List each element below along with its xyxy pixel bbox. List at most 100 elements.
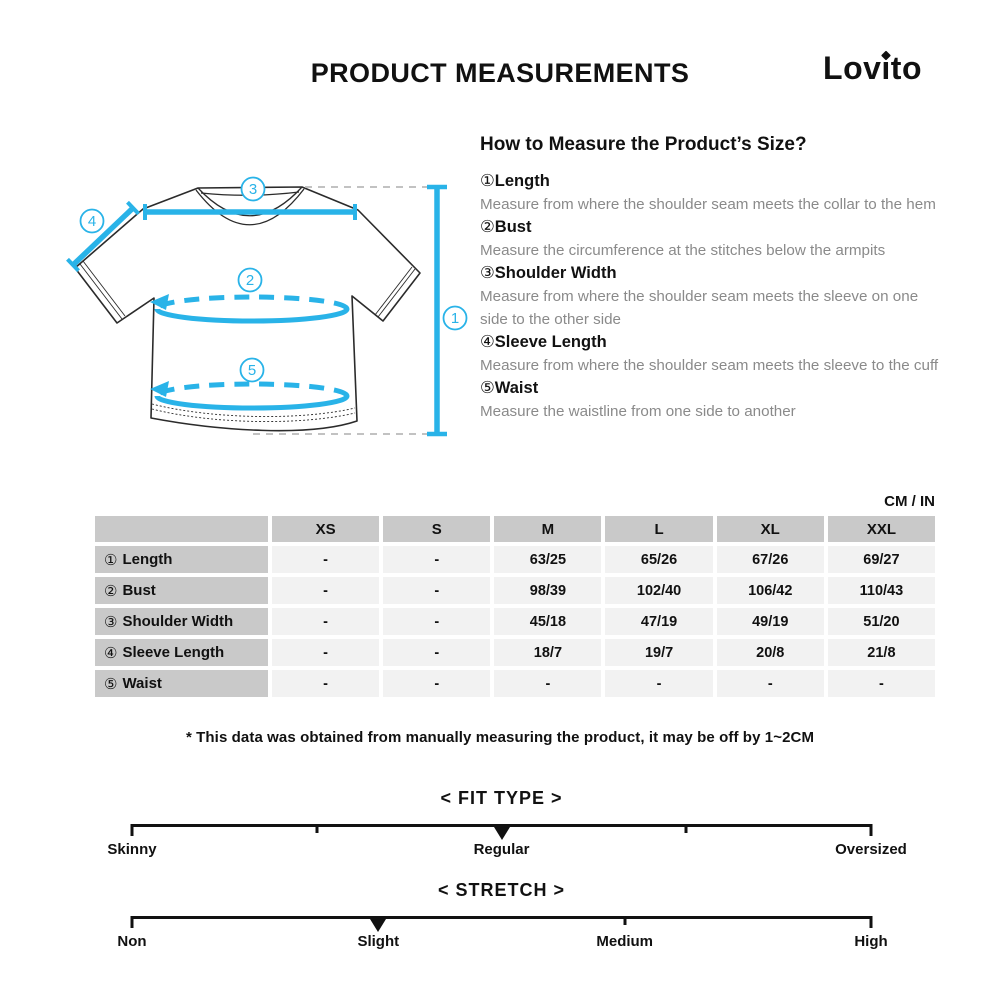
measure-item-desc: Measure the waistline from one side to a…	[480, 403, 796, 420]
circled-number: ④	[104, 644, 118, 662]
table-value-cell: -	[383, 608, 491, 635]
measure-item-heading: ⑤Waist	[480, 377, 940, 400]
scale-tick	[130, 916, 134, 928]
table-value-cell: 49/19	[716, 608, 824, 635]
table-row-label: ④ Sleeve Length	[95, 639, 268, 666]
table-value-cell: 67/26	[716, 546, 824, 573]
measurement-lines	[66, 184, 447, 437]
logo-text-prefix: Lov	[823, 50, 882, 86]
measure-item-desc: Measure from where the shoulder seam mee…	[480, 196, 936, 213]
scale-tick	[869, 824, 873, 836]
table-value-cell: 19/7	[605, 639, 713, 666]
measure-item-heading: ②Bust	[480, 216, 940, 239]
table-value-cell: 21/8	[827, 639, 935, 666]
scale-label-high: High	[854, 933, 888, 950]
unit-label: CM / IN	[884, 493, 935, 510]
table-size-header: L	[605, 516, 713, 542]
row-label-text: Shoulder Width	[122, 613, 234, 630]
bust-ellipse-dashed	[154, 294, 350, 310]
table-row-label: ③ Shoulder Width	[95, 608, 268, 635]
table-value-cell: -	[383, 639, 491, 666]
measure-item-desc: Measure the circumference at the stitche…	[480, 242, 886, 259]
measurement-arrows	[150, 294, 169, 397]
table-size-header: XS	[272, 516, 380, 542]
scale-title: < STRETCH >	[437, 880, 566, 900]
table-row-label: ② Bust	[95, 577, 268, 604]
fit-type-scale: < FIT TYPE > Skinny Regular Oversized	[107, 788, 906, 863]
tshirt-outline	[74, 186, 421, 432]
circled-number: ④	[480, 333, 495, 351]
scale-marker-triangle	[493, 827, 510, 840]
circled-number: ②	[104, 582, 118, 600]
scale-tick	[623, 916, 627, 925]
table-value-cell: -	[827, 670, 935, 697]
measure-item-heading: ③Shoulder Width	[480, 262, 940, 285]
guide-dashed-lines	[253, 186, 427, 435]
table-value-cell: -	[272, 608, 380, 635]
table-value-cell: 63/25	[494, 546, 602, 573]
scale-tick	[869, 916, 873, 928]
circled-number: ③	[104, 613, 118, 631]
row-label-text: Waist	[122, 675, 162, 692]
size-table: XS S M L XL XXL ① Length - -63/25 65/26 67/26 69/27 ②…	[95, 516, 935, 697]
logo-text-suffix: to	[890, 50, 922, 86]
row-label-text: Sleeve Length	[122, 644, 225, 661]
waist-arrow	[150, 381, 169, 397]
table-value-cell: 18/7	[494, 639, 602, 666]
logo-letter-i: ı	[881, 50, 892, 86]
bust-ellipse-solid	[154, 308, 350, 324]
table-value-cell: -	[383, 546, 491, 573]
table-value-cell: 20/8	[716, 639, 824, 666]
callout-5: 5	[248, 362, 256, 379]
measure-item-desc: Measure from where the shoulder seam mee…	[480, 357, 939, 374]
table-row-label: ① Length	[95, 546, 268, 573]
circled-number: ③	[480, 264, 495, 282]
measure-item-label: Length	[494, 172, 550, 190]
table-value-cell: 110/43	[827, 577, 935, 604]
table-value-cell: 102/40	[605, 577, 713, 604]
table-row-label: ⑤ Waist	[95, 670, 268, 697]
scale-label-medium: Medium	[596, 933, 654, 950]
measure-item-heading: ④Sleeve Length	[480, 331, 940, 354]
row-label-text: Length	[122, 551, 173, 568]
page-title: PRODUCT MEASUREMENTS	[310, 58, 690, 88]
circled-number: ②	[480, 218, 495, 236]
scale-tick	[130, 824, 134, 836]
table-size-header: XL	[716, 516, 824, 542]
circled-number: ⑤	[104, 675, 118, 693]
waist-ellipse-dashed	[154, 381, 350, 397]
table-value-cell: -	[383, 670, 491, 697]
scale-label-slight: Slight	[357, 933, 400, 950]
table-value-cell: 69/27	[827, 546, 935, 573]
scale-label-non: Non	[117, 933, 147, 950]
measure-item-label: Shoulder Width	[494, 264, 617, 282]
table-value-cell: -	[494, 670, 602, 697]
table-corner-cell	[95, 516, 268, 542]
measure-item-heading: ①Length	[480, 170, 940, 193]
table-value-cell: 65/26	[605, 546, 713, 573]
table-value-cell: 98/39	[494, 577, 602, 604]
how-to-heading: How to Measure the Product’s Size?	[480, 134, 807, 155]
callout-3: 3	[249, 181, 257, 198]
circled-number: ⑤	[480, 379, 495, 397]
callout-circles	[79, 176, 468, 383]
callout-1: 1	[451, 310, 459, 327]
tshirt-diagram: 3 4 2 5 1	[66, 176, 468, 437]
circled-number: ①	[104, 551, 118, 569]
sleeve-length-line	[71, 206, 135, 267]
scale-title: < FIT TYPE >	[440, 788, 563, 808]
stretch-scale: < STRETCH > Non Slight Medium High	[117, 880, 887, 955]
measure-item-label: Waist	[494, 379, 539, 397]
scale-label-regular: Regular	[473, 841, 530, 858]
scale-tick	[684, 824, 688, 833]
table-value-cell: 51/20	[827, 608, 935, 635]
row-label-text: Bust	[122, 582, 156, 599]
callout-4: 4	[88, 213, 96, 230]
scale-label-skinny: Skinny	[107, 841, 157, 858]
table-value-cell: 47/19	[605, 608, 713, 635]
scale-line	[132, 916, 871, 919]
callout-2: 2	[246, 272, 254, 289]
bust-arrow	[150, 294, 169, 310]
table-value-cell: 106/42	[716, 577, 824, 604]
